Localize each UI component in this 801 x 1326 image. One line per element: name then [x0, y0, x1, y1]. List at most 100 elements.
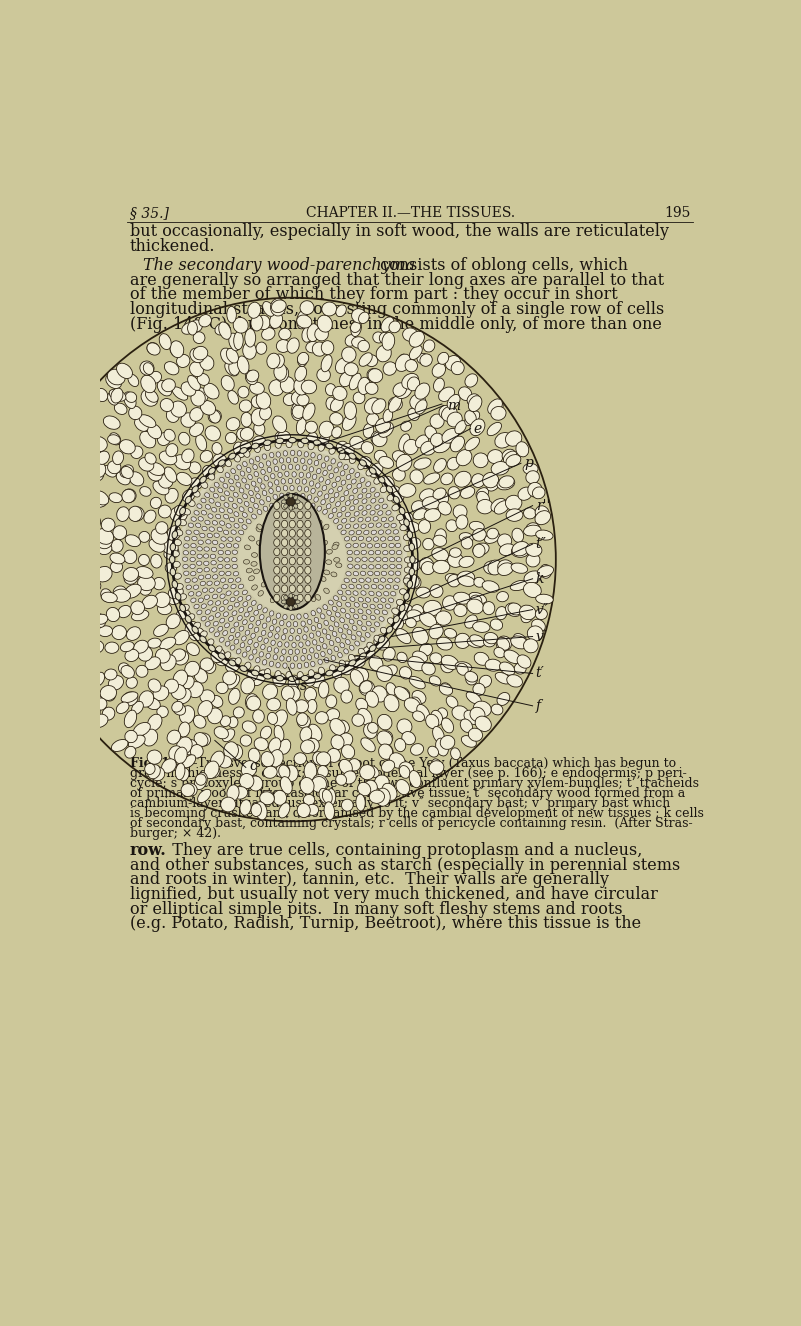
Ellipse shape [447, 412, 462, 427]
Ellipse shape [288, 479, 292, 484]
Ellipse shape [215, 322, 230, 335]
Ellipse shape [250, 617, 255, 622]
Ellipse shape [218, 756, 231, 768]
Ellipse shape [75, 700, 91, 712]
Ellipse shape [378, 476, 384, 483]
Ellipse shape [281, 501, 288, 509]
Ellipse shape [324, 658, 329, 663]
Ellipse shape [296, 464, 300, 471]
Ellipse shape [421, 442, 437, 455]
Ellipse shape [311, 610, 316, 615]
Ellipse shape [296, 500, 300, 504]
Ellipse shape [289, 594, 296, 602]
Ellipse shape [226, 572, 231, 575]
Ellipse shape [147, 715, 162, 731]
Ellipse shape [219, 572, 224, 575]
Ellipse shape [338, 590, 343, 595]
Ellipse shape [458, 387, 472, 400]
Ellipse shape [384, 695, 399, 712]
Ellipse shape [350, 609, 355, 613]
Ellipse shape [193, 715, 206, 728]
Ellipse shape [256, 541, 262, 546]
Ellipse shape [374, 451, 387, 463]
Ellipse shape [233, 442, 246, 457]
Ellipse shape [318, 434, 329, 450]
Ellipse shape [288, 650, 293, 655]
Ellipse shape [494, 501, 509, 514]
Ellipse shape [302, 326, 313, 342]
Ellipse shape [240, 643, 245, 647]
Ellipse shape [228, 479, 233, 484]
Ellipse shape [490, 619, 502, 630]
Ellipse shape [345, 501, 350, 505]
Ellipse shape [301, 675, 308, 682]
Ellipse shape [287, 569, 292, 574]
Ellipse shape [352, 655, 365, 667]
Ellipse shape [228, 660, 235, 666]
Ellipse shape [469, 728, 482, 741]
Ellipse shape [221, 797, 235, 812]
Ellipse shape [336, 613, 340, 617]
Ellipse shape [121, 692, 138, 703]
Ellipse shape [290, 500, 295, 505]
Ellipse shape [188, 522, 194, 528]
Ellipse shape [42, 623, 54, 634]
Ellipse shape [457, 663, 469, 675]
Ellipse shape [455, 662, 472, 672]
Ellipse shape [334, 678, 349, 693]
Ellipse shape [375, 622, 380, 627]
Ellipse shape [358, 341, 369, 351]
Ellipse shape [274, 511, 280, 518]
Ellipse shape [173, 670, 187, 687]
Ellipse shape [248, 776, 260, 789]
Ellipse shape [360, 460, 366, 467]
Ellipse shape [384, 524, 389, 528]
Ellipse shape [43, 561, 61, 577]
Ellipse shape [420, 613, 437, 627]
Ellipse shape [239, 400, 252, 412]
Ellipse shape [477, 492, 489, 505]
Ellipse shape [111, 740, 128, 752]
Ellipse shape [120, 642, 134, 651]
Ellipse shape [296, 599, 300, 603]
Ellipse shape [213, 493, 219, 499]
Ellipse shape [254, 642, 259, 647]
Ellipse shape [375, 505, 380, 509]
Ellipse shape [147, 342, 159, 354]
Ellipse shape [396, 455, 412, 471]
Ellipse shape [177, 688, 191, 704]
Ellipse shape [376, 565, 381, 569]
Ellipse shape [316, 566, 321, 572]
Ellipse shape [205, 662, 216, 674]
Ellipse shape [254, 472, 259, 476]
Ellipse shape [314, 652, 319, 658]
Ellipse shape [223, 514, 228, 518]
Ellipse shape [387, 495, 394, 501]
Ellipse shape [315, 328, 328, 341]
Text: The secondary wood-parenchyma: The secondary wood-parenchyma [143, 257, 415, 274]
Ellipse shape [535, 511, 550, 525]
Ellipse shape [519, 605, 536, 619]
Ellipse shape [383, 647, 395, 662]
Ellipse shape [379, 499, 384, 503]
Ellipse shape [345, 614, 350, 618]
Ellipse shape [297, 614, 301, 619]
Ellipse shape [358, 517, 363, 522]
Ellipse shape [225, 361, 239, 377]
Ellipse shape [246, 518, 252, 524]
Ellipse shape [324, 589, 329, 594]
Ellipse shape [457, 450, 472, 465]
Ellipse shape [497, 477, 515, 489]
Ellipse shape [107, 461, 121, 473]
Ellipse shape [143, 729, 158, 747]
Ellipse shape [296, 316, 312, 328]
Ellipse shape [92, 495, 107, 508]
Ellipse shape [360, 572, 366, 575]
Ellipse shape [239, 626, 244, 631]
Ellipse shape [224, 623, 229, 627]
Circle shape [182, 450, 403, 670]
Ellipse shape [244, 613, 249, 617]
Ellipse shape [358, 378, 370, 395]
Ellipse shape [83, 560, 98, 574]
Ellipse shape [71, 664, 84, 678]
